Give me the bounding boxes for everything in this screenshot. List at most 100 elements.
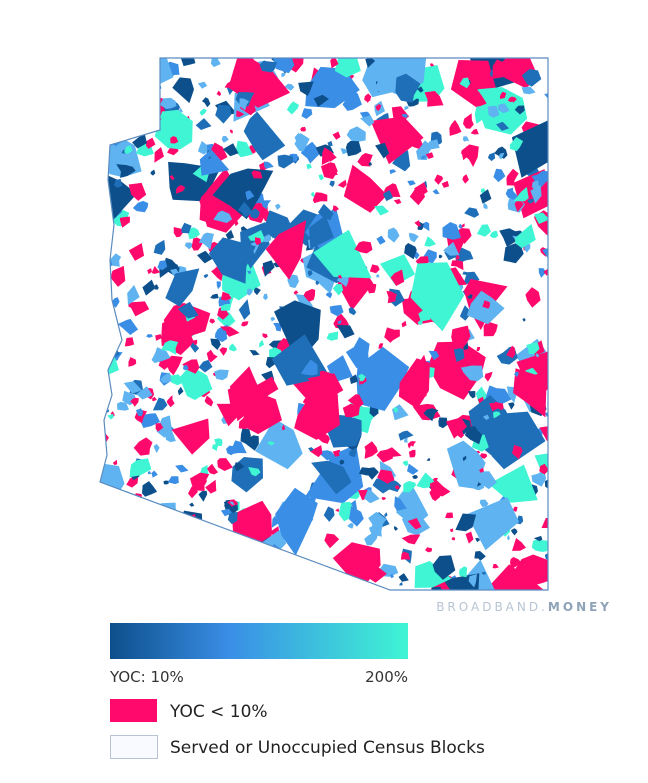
census-block [425, 139, 440, 150]
census-block [265, 220, 307, 280]
census-block [542, 248, 548, 258]
census-block [318, 203, 334, 221]
census-block [339, 459, 345, 465]
census-block [403, 481, 416, 493]
census-block [396, 481, 429, 527]
census-block [169, 175, 175, 180]
census-block [530, 185, 542, 204]
census-block [482, 414, 490, 420]
census-block [500, 91, 507, 99]
census-block [468, 574, 477, 588]
census-block [243, 111, 286, 161]
census-block [478, 471, 497, 490]
census-block [514, 554, 548, 588]
census-block [427, 341, 486, 400]
census-block [210, 338, 221, 350]
census-block [338, 579, 351, 590]
census-block [238, 201, 253, 218]
census-block [356, 346, 410, 411]
census-block [390, 269, 405, 286]
census-block [178, 544, 226, 578]
census-block [395, 188, 399, 193]
census-block [130, 397, 139, 407]
legend-label: Served or Unoccupied Census Blocks [170, 738, 485, 758]
census-block [240, 427, 251, 445]
census-block [515, 224, 536, 253]
census-block [238, 586, 244, 590]
census-block [474, 551, 486, 561]
census-block [207, 463, 219, 475]
census-block [271, 58, 295, 74]
census-block [230, 501, 235, 505]
census-block [202, 97, 211, 108]
watermark-accent: MONEY [548, 600, 612, 614]
census-block [424, 91, 444, 107]
census-block [462, 559, 497, 590]
census-block [124, 513, 129, 519]
census-block [100, 585, 109, 590]
census-block [171, 418, 210, 455]
census-block [100, 567, 118, 582]
census-block [394, 496, 407, 511]
census-block [275, 203, 281, 210]
census-block [102, 331, 108, 337]
census-block [445, 417, 467, 439]
census-block [261, 200, 272, 210]
census-block [429, 480, 451, 497]
census-block [544, 92, 548, 100]
census-block [417, 320, 423, 325]
census-block [313, 229, 372, 279]
gradient-min-label: YOC: 10% [109, 668, 184, 686]
census-block [110, 265, 126, 287]
census-block [136, 535, 202, 590]
census-block [303, 561, 314, 573]
census-block [342, 90, 362, 111]
census-block [364, 489, 380, 504]
census-block [112, 527, 118, 534]
census-block [204, 395, 214, 407]
census-block [428, 350, 440, 361]
census-block [324, 533, 340, 549]
census-block [152, 396, 157, 402]
census-block [123, 58, 174, 94]
census-block [150, 534, 176, 557]
census-block [220, 326, 240, 337]
census-block [134, 105, 141, 111]
census-block [483, 321, 498, 337]
census-block [401, 534, 421, 545]
legend-label: YOC < 10% [169, 702, 268, 722]
census-block [346, 126, 366, 143]
census-block [332, 205, 339, 212]
census-block [476, 347, 481, 352]
census-block [100, 245, 105, 252]
census-block [483, 202, 488, 210]
census-block [343, 164, 388, 213]
census-block [377, 469, 395, 486]
census-block [225, 560, 232, 566]
census-block [166, 398, 175, 408]
census-block [425, 152, 434, 159]
census-block [369, 406, 379, 418]
census-block [190, 341, 200, 353]
census-block [512, 444, 523, 460]
census-block [465, 531, 474, 544]
census-block [464, 426, 483, 445]
census-block [459, 305, 471, 321]
census-block [282, 424, 286, 431]
census-block [387, 227, 400, 243]
census-block [463, 113, 474, 129]
census-block [342, 403, 360, 418]
census-block [487, 152, 496, 162]
census-block [441, 353, 453, 366]
census-block [364, 533, 379, 546]
census-block [252, 575, 262, 585]
census-block [182, 520, 194, 530]
census-block [116, 164, 136, 178]
census-block [375, 104, 382, 111]
census-block [163, 518, 171, 526]
census-block [259, 60, 277, 73]
census-block [462, 271, 469, 275]
census-block [134, 558, 149, 576]
census-block [441, 180, 450, 188]
census-block [236, 110, 245, 117]
